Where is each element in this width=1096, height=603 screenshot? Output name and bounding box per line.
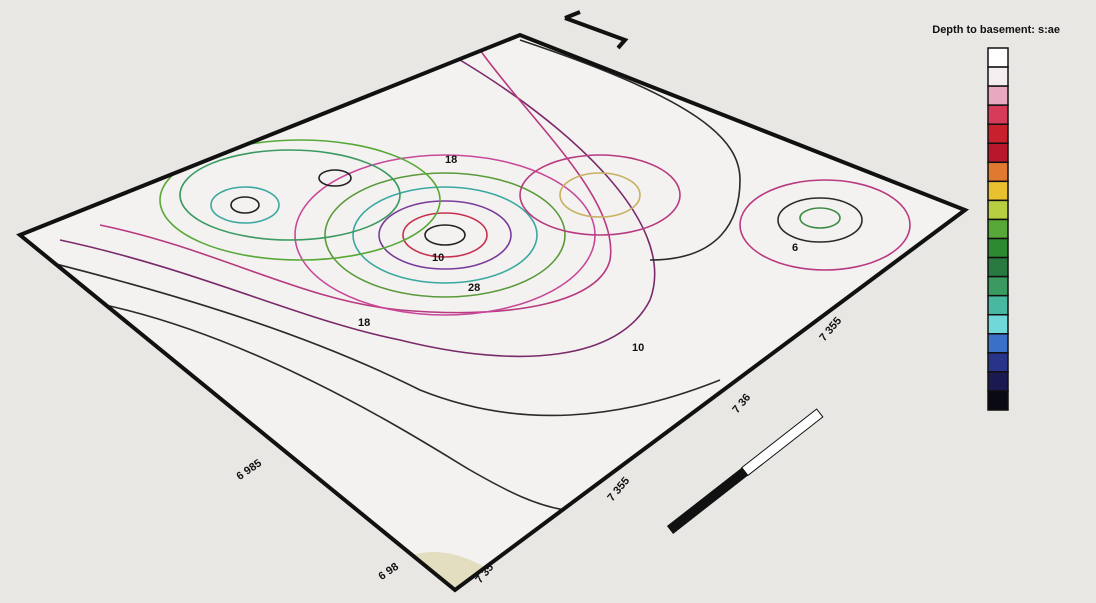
legend-swatch: [987, 352, 1009, 373]
legend-swatch: [987, 66, 1009, 87]
contour-label: 18: [445, 154, 457, 166]
legend-swatch: [987, 123, 1009, 145]
legend-swatch: [987, 85, 1009, 106]
map-plate: [20, 35, 965, 590]
axis-label: 6 985: [235, 457, 264, 483]
contour-label: 18: [358, 317, 370, 329]
contour-line: [402, 212, 488, 258]
contour-line: [559, 172, 641, 218]
scale-bar: [666, 408, 824, 534]
contour-label: 28: [468, 282, 480, 294]
contour-label: 10: [432, 252, 444, 264]
contour-label: 10: [632, 342, 644, 354]
contour-label: 6: [792, 242, 798, 254]
north-arrow: [564, 10, 629, 50]
axis-label: 7 36: [730, 392, 753, 416]
contour-line: [378, 200, 512, 270]
legend-swatch: [987, 199, 1009, 221]
contour-line: [777, 197, 863, 243]
contour-line: [230, 196, 260, 214]
legend-swatch: [987, 256, 1009, 278]
contour-line: [519, 39, 741, 261]
legend-swatch: [987, 237, 1009, 259]
legend-swatch: [987, 104, 1009, 125]
contour-line: [318, 169, 352, 187]
contour-line: [799, 207, 841, 229]
legend-swatch: [987, 294, 1009, 316]
contour-line: [179, 149, 401, 241]
contours: [39, 39, 911, 590]
legend-swatch: [987, 180, 1009, 202]
legend-swatch: [987, 275, 1009, 297]
axis-label: 6 98: [377, 561, 401, 583]
map-border: [16, 32, 970, 593]
contour-line: [739, 179, 911, 271]
contour-line: [519, 154, 681, 236]
contour-line: [159, 139, 441, 261]
legend-swatch: [987, 333, 1009, 354]
legend-swatch: [987, 390, 1009, 411]
legend-swatch: [987, 161, 1009, 183]
axis-label: 7 355: [605, 475, 632, 504]
contour-line: [352, 186, 538, 284]
legend-swatch: [987, 313, 1009, 335]
legend-swatch: [987, 142, 1009, 164]
legend-swatch: [987, 218, 1009, 240]
contour-line: [210, 186, 280, 224]
contour-line: [324, 172, 566, 298]
contour-line: [59, 59, 656, 358]
contour-line: [424, 224, 466, 246]
contour-line: [39, 259, 721, 417]
legend: [987, 47, 1009, 411]
legend-title: Depth to basement: s:ae: [932, 24, 1060, 36]
legend-swatch: [987, 47, 1009, 68]
legend-swatch: [987, 371, 1009, 392]
